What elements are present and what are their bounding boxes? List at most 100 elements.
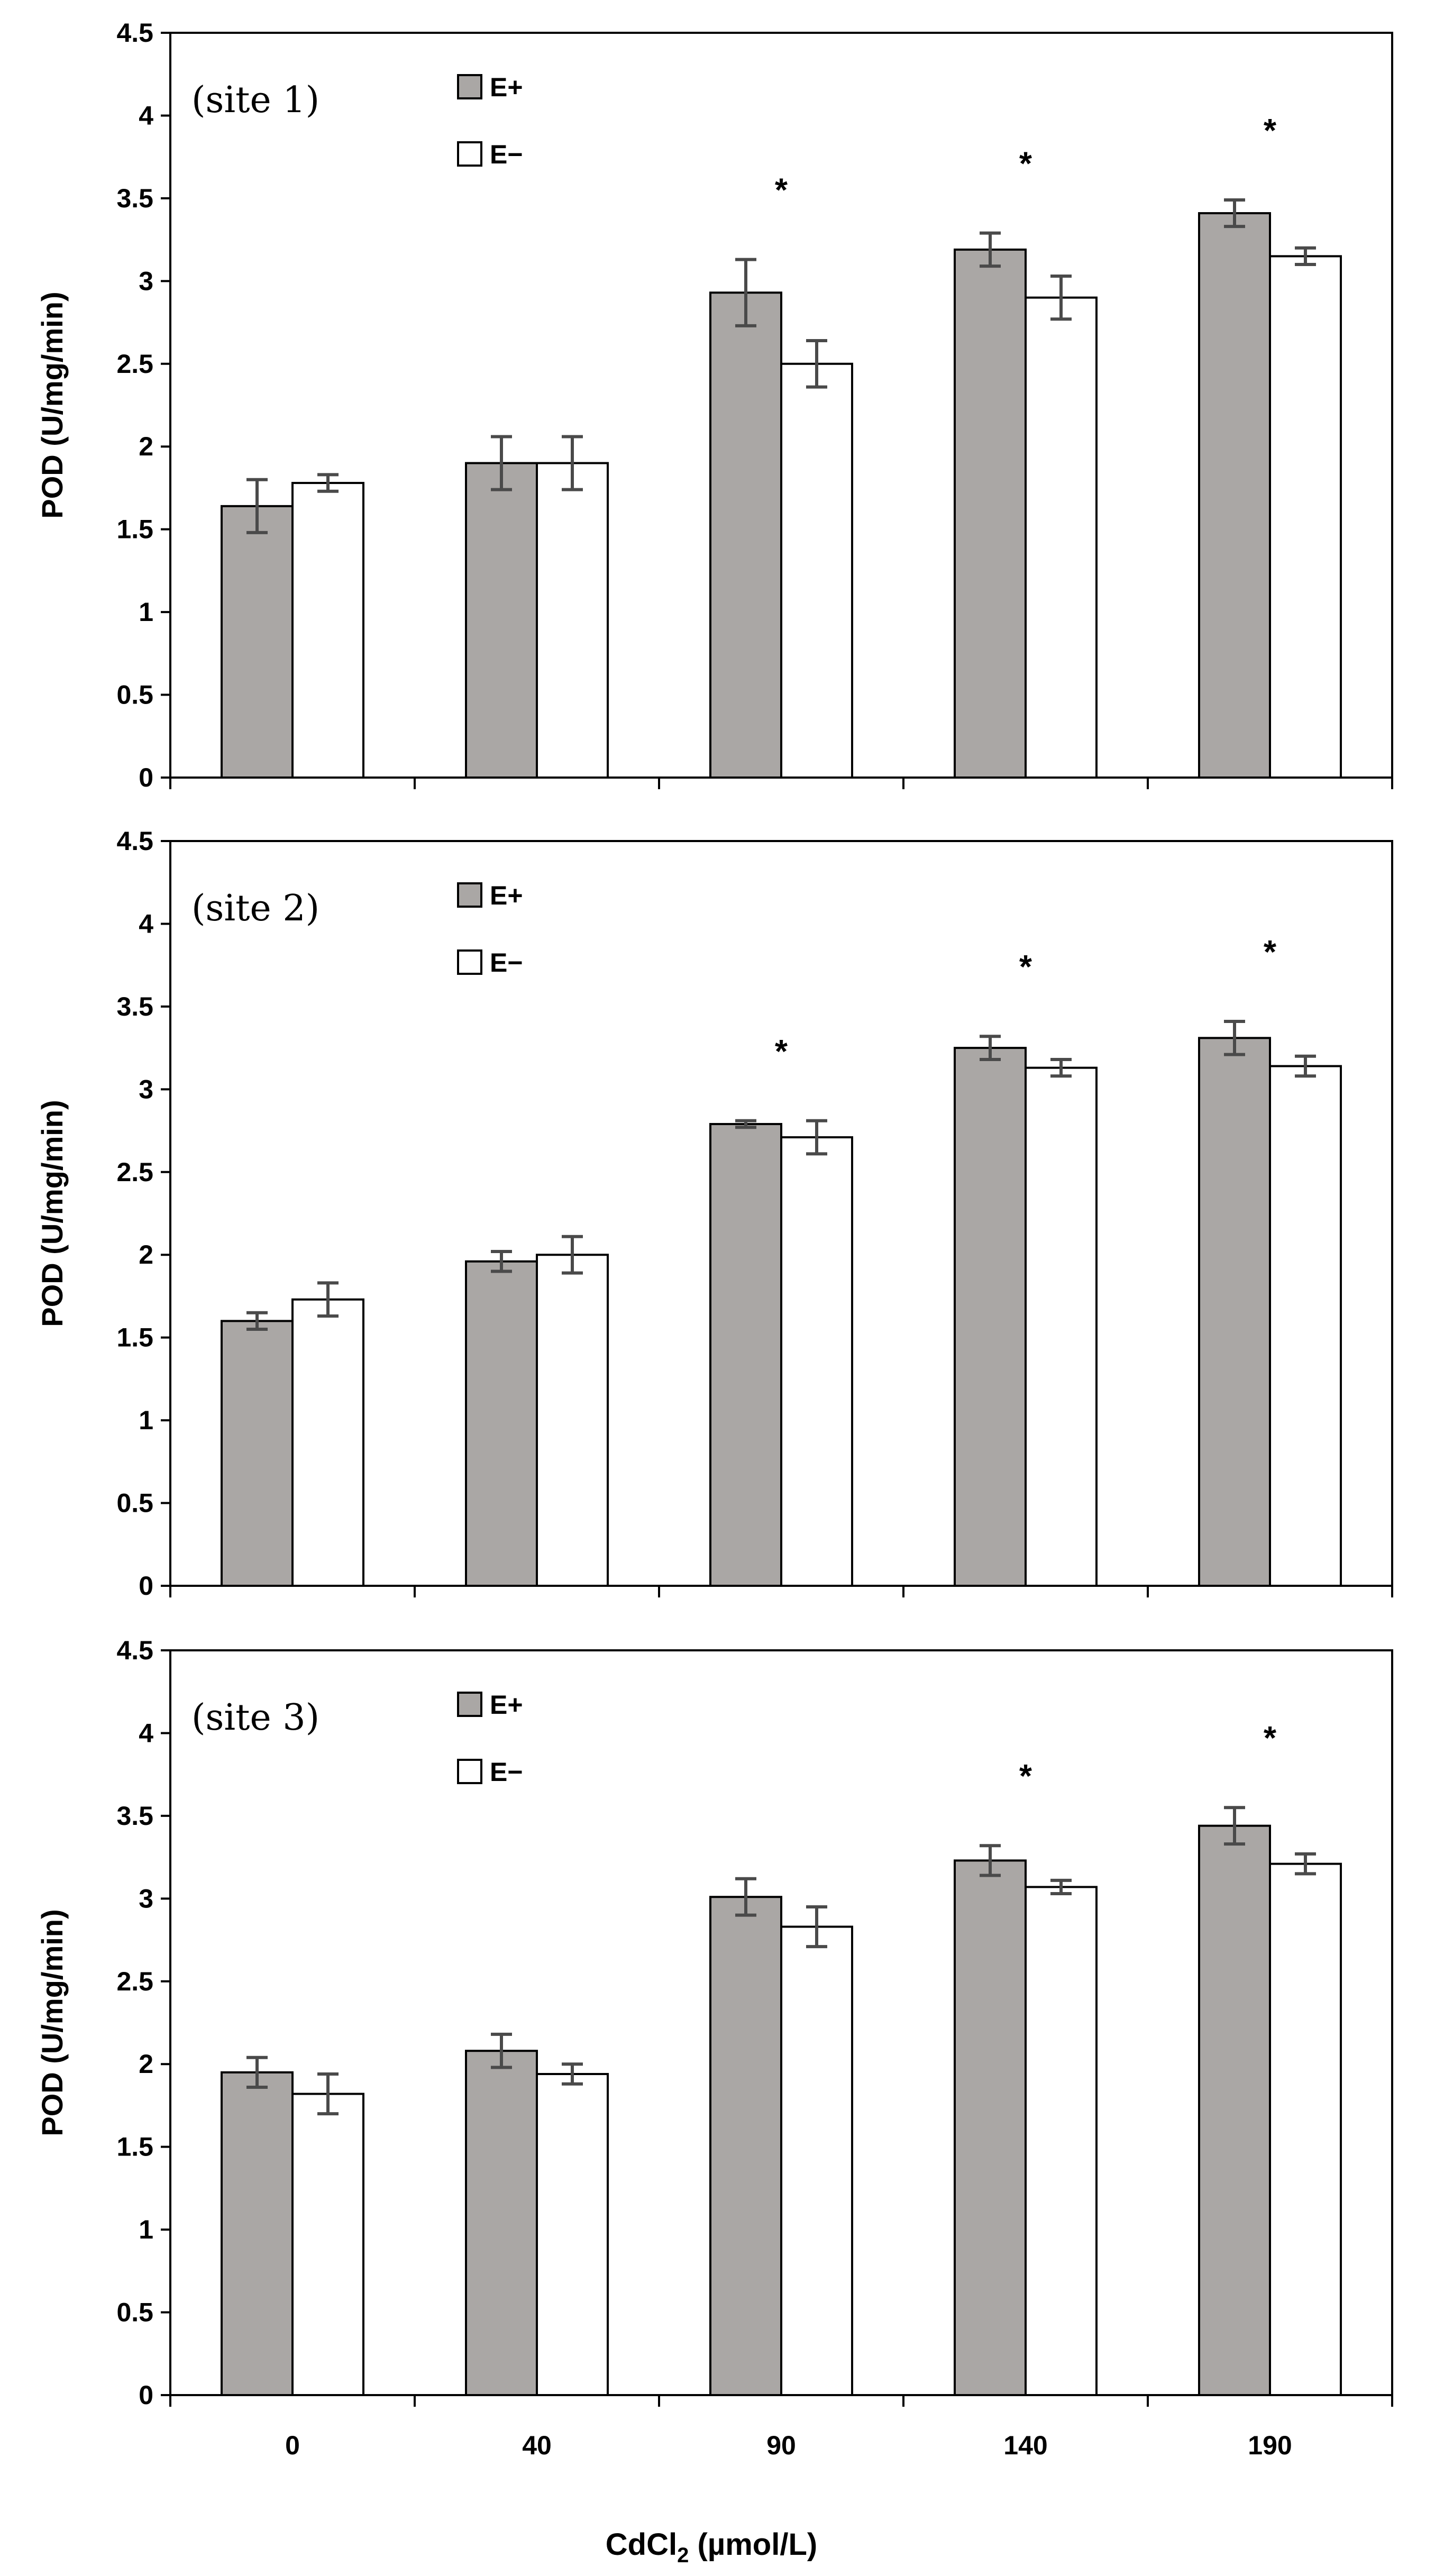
- significance-marker: *: [1019, 1758, 1032, 1795]
- bar: [465, 2050, 538, 2397]
- significance-marker: *: [1264, 1720, 1277, 1757]
- y-tick-label: 3.5: [116, 1801, 153, 1831]
- legend-swatch: [457, 949, 482, 975]
- y-tick-label: 3: [139, 266, 153, 296]
- bar: [1025, 296, 1098, 779]
- y-tick-label: 2: [139, 2049, 153, 2079]
- legend-label: E+: [490, 881, 523, 910]
- y-tick-label: 0: [139, 2380, 153, 2410]
- y-tick-label: 3.5: [116, 184, 153, 213]
- bar: [780, 1136, 853, 1587]
- y-tick-label: 0.5: [116, 2298, 153, 2327]
- bar: [291, 2093, 364, 2396]
- bar: [291, 482, 364, 779]
- y-tick-label: 2.5: [116, 349, 153, 379]
- significance-marker: *: [1019, 146, 1032, 182]
- y-tick-label: 1: [139, 597, 153, 627]
- y-tick-label: 0: [139, 1571, 153, 1601]
- legend-swatch: [457, 1692, 482, 1717]
- y-tick-label: 1: [139, 2215, 153, 2244]
- y-axis-title: POD (U/mg/min): [35, 1100, 69, 1327]
- bar: [1269, 255, 1342, 779]
- significance-marker: *: [775, 172, 788, 209]
- y-tick-label: 0.5: [116, 1488, 153, 1518]
- y-tick-label: 0: [139, 763, 153, 792]
- x-axis-title-main: CdCl: [606, 2527, 677, 2562]
- bar: [709, 1123, 782, 1587]
- panel-site-label: (site 1): [191, 79, 319, 121]
- y-tick-label: 4: [139, 101, 153, 130]
- y-tick-label: 4.5: [116, 1636, 153, 1665]
- bar: [780, 1925, 853, 2396]
- significance-marker: *: [775, 1034, 788, 1070]
- legend-swatch: [457, 1759, 482, 1784]
- y-tick-label: 3.5: [116, 992, 153, 1021]
- y-tick-label: 1.5: [116, 515, 153, 544]
- y-tick-label: 1.5: [116, 1323, 153, 1353]
- x-tick-label: 190: [1248, 2431, 1292, 2460]
- bar: [536, 1254, 609, 1587]
- legend-swatch: [457, 141, 482, 167]
- y-tick-label: 4: [139, 909, 153, 938]
- bar: [1198, 1824, 1271, 2396]
- bar: [1025, 1886, 1098, 2397]
- legend-swatch: [457, 74, 482, 99]
- y-tick-label: 0.5: [116, 680, 153, 710]
- significance-marker: *: [1019, 949, 1032, 985]
- bar: [954, 1047, 1027, 1587]
- bar: [221, 2071, 294, 2397]
- y-tick-label: 3: [139, 1884, 153, 1913]
- legend-label: E+: [490, 1690, 523, 1720]
- x-tick-label: 0: [285, 2431, 300, 2460]
- bar: [1198, 212, 1271, 779]
- y-tick-label: 1: [139, 1405, 153, 1435]
- x-axis-title: CdCl2 (µmol/L): [606, 2527, 817, 2567]
- bar: [1025, 1066, 1098, 1587]
- x-tick-label: 90: [766, 2431, 796, 2460]
- y-tick-label: 2.5: [116, 1157, 153, 1187]
- y-axis-title: POD (U/mg/min): [35, 291, 69, 518]
- bar: [465, 1260, 538, 1587]
- bar: [1269, 1862, 1342, 2397]
- x-tick-label: 140: [1003, 2431, 1047, 2460]
- bar: [536, 2072, 609, 2397]
- panel-site-label: (site 3): [191, 1697, 319, 1739]
- panel-site-label: (site 2): [191, 888, 319, 929]
- bar: [954, 1859, 1027, 2396]
- bar: [291, 1298, 364, 1587]
- bar: [1198, 1037, 1271, 1587]
- legend-label: E−: [490, 1757, 523, 1787]
- y-tick-label: 2.5: [116, 1967, 153, 1996]
- chart-panel-1: 0 0.5 1 1.5 2 2.5 3 3.5 4 4.5 POD (U/mg/min) (site …: [35, 18, 1393, 792]
- y-tick-label: 4.5: [116, 18, 153, 48]
- chart-panel-3: 0 0.5 1 1.5 2 2.5 3 3.5 4 4.5 POD (U/mg/min) (site …: [35, 1636, 1393, 2460]
- bar: [1269, 1065, 1342, 1587]
- bar: [780, 362, 853, 779]
- y-tick-label: 4.5: [116, 826, 153, 856]
- bar: [465, 462, 538, 779]
- significance-marker: *: [1264, 113, 1277, 149]
- bar: [954, 248, 1027, 779]
- y-tick-label: 2: [139, 1240, 153, 1269]
- bar: [221, 505, 294, 779]
- chart-panel-2: 0 0.5 1 1.5 2 2.5 3 3.5 4 4.5 POD (U/mg/min) (site …: [35, 826, 1393, 1601]
- y-tick-label: 2: [139, 432, 153, 461]
- bar: [709, 291, 782, 779]
- x-axis-title-subscript: 2: [677, 2544, 689, 2567]
- bar: [221, 1320, 294, 1587]
- y-tick-label: 3: [139, 1074, 153, 1104]
- y-tick-label: 1.5: [116, 2132, 153, 2162]
- y-axis-title: POD (U/mg/min): [35, 1909, 69, 2136]
- legend-label: E−: [490, 948, 523, 978]
- significance-marker: *: [1264, 934, 1277, 971]
- legend-label: E−: [490, 140, 523, 169]
- legend-swatch: [457, 882, 482, 908]
- bar: [536, 462, 609, 779]
- legend-label: E+: [490, 72, 523, 102]
- x-tick-label: 40: [522, 2431, 552, 2460]
- x-axis-title-unit: (µmol/L): [689, 2527, 817, 2562]
- y-tick-label: 4: [139, 1718, 153, 1748]
- bar: [709, 1896, 782, 2396]
